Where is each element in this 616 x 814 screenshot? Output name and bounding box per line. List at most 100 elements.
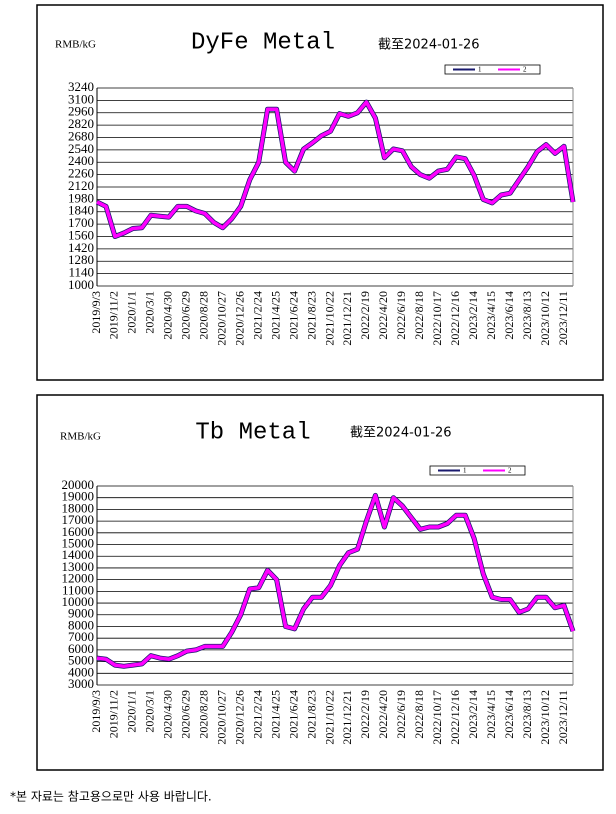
legend-label: 1: [463, 467, 467, 475]
legend-label: 2: [523, 66, 527, 74]
chart-frame: [36, 4, 604, 381]
y-tick-label: 17000: [62, 512, 95, 527]
y-tick-label: 14000: [62, 547, 95, 562]
x-tick-label: 2023/2/14: [466, 291, 480, 340]
x-tick-label: 2023/8/13: [520, 690, 534, 739]
series-line: [96, 493, 575, 669]
x-tick-label: 2023/6/14: [502, 690, 516, 739]
x-tick-label: 2019/9/3: [89, 291, 103, 334]
x-tick-label: 2020/10/27: [214, 291, 228, 346]
x-tick-label: 2020/1/1: [125, 291, 139, 334]
x-tick-label: 2023/12/11: [556, 291, 570, 345]
x-tick-label: 2021/2/24: [250, 690, 264, 739]
y-tick-label: 9000: [68, 606, 94, 621]
x-tick-label: 2021/4/25: [268, 690, 282, 739]
x-tick-label: 2020/12/26: [232, 690, 246, 745]
x-tick-label: 2020/8/28: [197, 291, 211, 340]
x-tick-label: 2023/4/15: [484, 690, 498, 739]
x-tick-label: 2023/12/11: [556, 690, 570, 744]
chart: Tb Metal RMB/kG 截至2024-01-26 1 2 300040005000…: [36, 394, 604, 771]
legend-box: [444, 64, 541, 75]
x-tick-label: 2022/8/18: [412, 690, 426, 739]
y-tick-label: 2540: [68, 141, 94, 156]
x-tick-label: 2021/10/22: [322, 291, 336, 346]
y-tick-label: 1700: [68, 215, 94, 230]
x-tick-label: 2020/4/30: [161, 291, 175, 340]
y-tick-label: 6000: [68, 641, 94, 656]
y-tick-label: 12000: [62, 571, 95, 586]
y-tick-label: 2960: [68, 104, 94, 119]
y-tick-label: 20000: [62, 477, 95, 492]
x-tick-label: 2022/10/17: [430, 690, 444, 745]
y-tick-label: 2680: [68, 128, 94, 143]
x-tick-label: 2021/12/21: [340, 690, 354, 745]
y-tick-label: 5000: [68, 653, 94, 668]
y-tick-label: 4000: [68, 664, 94, 679]
y-tick-label: 3240: [68, 79, 94, 94]
x-tick-label: 2023/2/14: [466, 690, 480, 739]
x-tick-label: 2022/12/16: [448, 690, 462, 745]
y-tick-label: 1140: [68, 265, 94, 280]
y-tick-label: 2260: [68, 166, 94, 181]
y-tick-label: 1980: [68, 190, 94, 205]
x-tick-label: 2020/3/1: [143, 291, 157, 334]
y-tick-label: 18000: [62, 500, 95, 515]
y-tick-label: 3100: [68, 91, 94, 106]
footnote: *본 자료는 참고용으로만 사용 바랍니다.: [10, 790, 212, 804]
x-tick-label: 2020/10/27: [214, 690, 228, 745]
x-tick-label: 2022/6/19: [394, 291, 408, 340]
y-tick-label: 2400: [68, 153, 94, 168]
x-tick-label: 2020/4/30: [161, 690, 175, 739]
y-tick-label: 1840: [68, 203, 94, 218]
x-tick-label: 2019/9/3: [89, 690, 103, 733]
x-tick-label: 2023/6/14: [502, 291, 516, 340]
x-tick-label: 2022/8/18: [412, 291, 426, 340]
x-tick-label: 2022/6/19: [394, 690, 408, 739]
x-tick-label: 2023/10/12: [538, 291, 552, 346]
x-tick-label: 2021/8/23: [304, 690, 318, 739]
y-tick-label: 11000: [62, 582, 94, 597]
x-tick-label: 2021/4/25: [268, 291, 282, 340]
x-tick-label: 2023/4/15: [484, 291, 498, 340]
y-tick-label: 2820: [68, 116, 94, 131]
x-tick-label: 2023/8/13: [520, 291, 534, 340]
y-tick-label: 1000: [68, 277, 94, 292]
y-tick-label: 15000: [62, 536, 95, 551]
x-tick-label: 2023/10/12: [538, 690, 552, 745]
y-tick-label: 2120: [68, 178, 94, 193]
x-tick-label: 2021/6/24: [286, 690, 300, 739]
legend-label: 2: [508, 467, 512, 475]
x-tick-label: 2020/1/1: [125, 690, 139, 733]
x-tick-label: 2020/12/26: [232, 291, 246, 346]
x-tick-label: 2022/2/19: [358, 291, 372, 340]
y-tick-label: 1560: [68, 227, 94, 242]
y-tick-label: 13000: [62, 559, 95, 574]
x-tick-label: 2022/2/19: [358, 690, 372, 739]
x-tick-label: 2021/8/23: [304, 291, 318, 340]
y-tick-label: 10000: [62, 594, 95, 609]
y-unit: RMB/kG: [60, 431, 101, 443]
chart-title: Tb Metal: [195, 419, 310, 446]
x-tick-label: 2019/11/2: [107, 291, 121, 339]
x-tick-label: 2021/12/21: [340, 291, 354, 346]
chart-title: DyFe Metal: [191, 29, 335, 56]
x-tick-label: 2020/8/28: [197, 690, 211, 739]
x-tick-label: 2022/4/20: [376, 690, 390, 739]
x-tick-label: 2019/11/2: [107, 690, 121, 738]
y-tick-label: 19000: [62, 489, 95, 504]
x-tick-label: 2021/10/22: [322, 690, 336, 745]
subtitle: 截至2024-01-26: [350, 426, 452, 441]
series-line: [96, 100, 575, 239]
y-tick-label: 16000: [62, 524, 95, 539]
x-tick-label: 2022/10/17: [430, 291, 444, 346]
x-tick-label: 2020/3/1: [143, 690, 157, 733]
x-tick-label: 2022/4/20: [376, 291, 390, 340]
x-tick-label: 2021/2/24: [250, 291, 264, 340]
chart-frame: [36, 394, 604, 771]
x-tick-label: 2021/6/24: [286, 291, 300, 340]
y-unit: RMB/kG: [55, 39, 96, 51]
legend-label: 1: [478, 66, 482, 74]
y-tick-label: 7000: [68, 629, 94, 644]
y-tick-label: 1280: [68, 252, 94, 267]
